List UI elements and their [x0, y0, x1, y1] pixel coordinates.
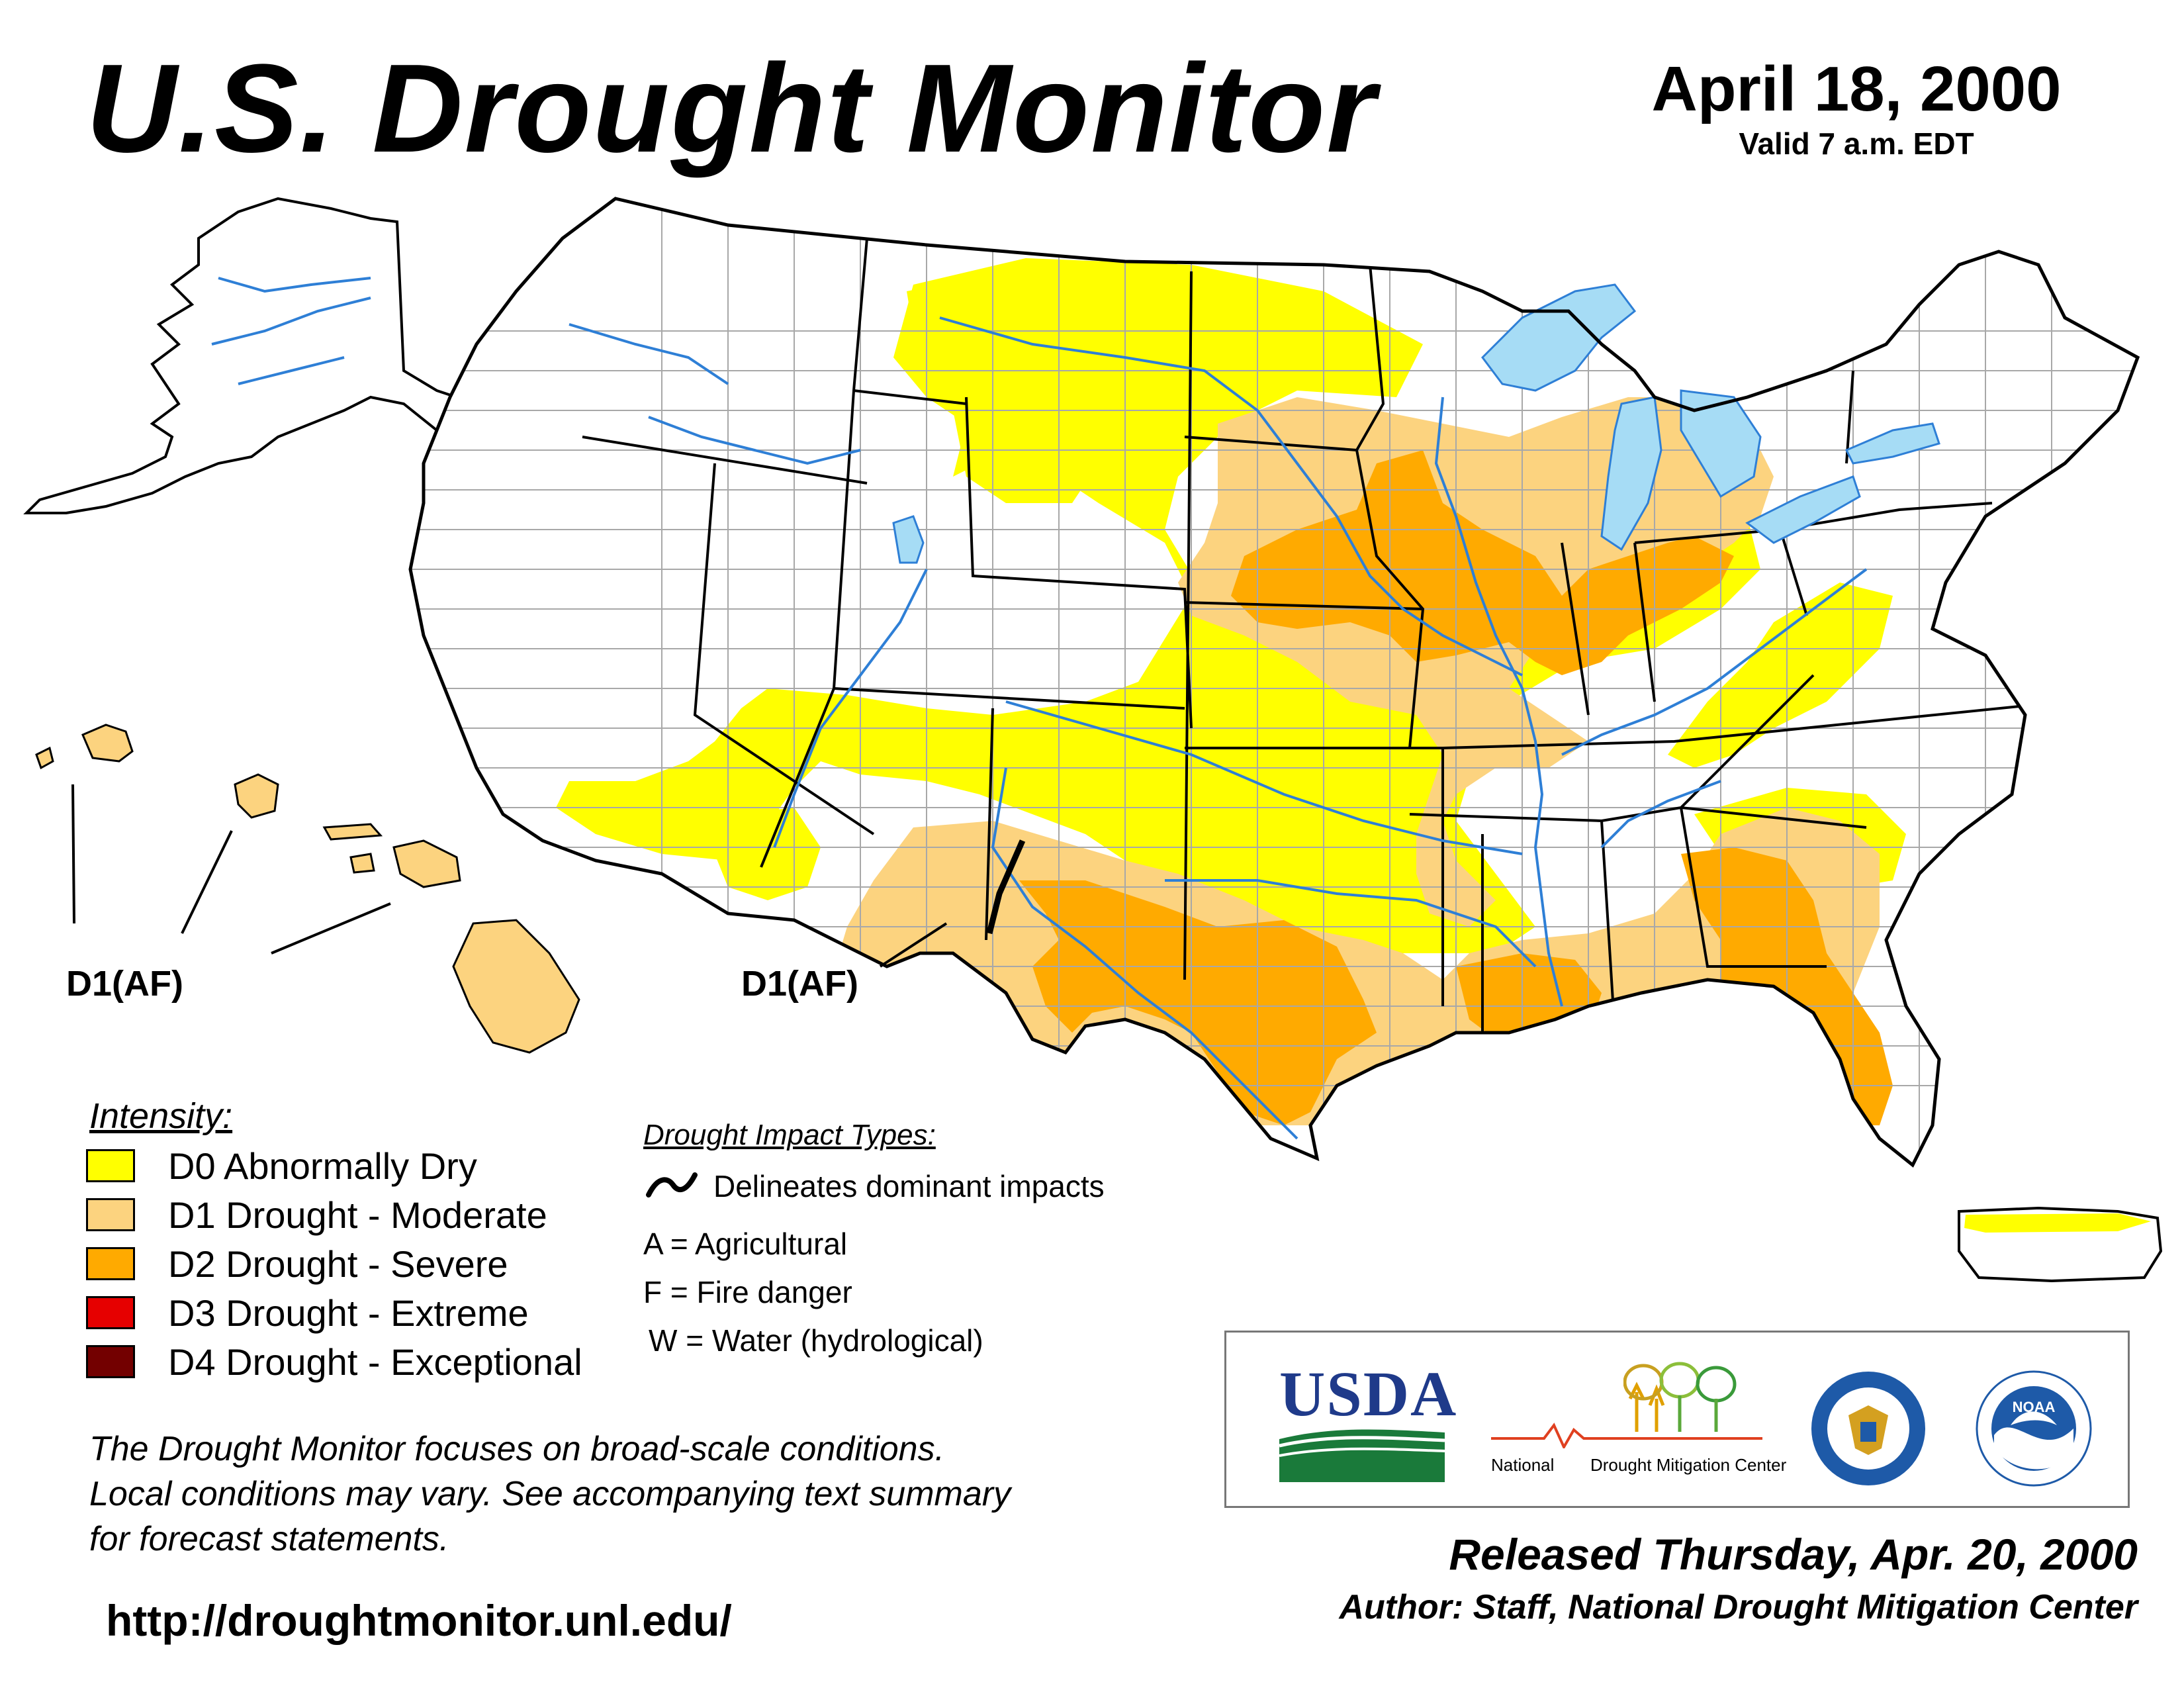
d2-texas: [1019, 880, 1377, 1125]
mississippi-river: [1434, 397, 1563, 1007]
snake-river: [648, 416, 861, 465]
release-date: Released Thursday, Apr. 20, 2000: [1449, 1530, 2138, 1579]
hawaii-niihau: [35, 746, 54, 770]
legend-title: Intensity:: [89, 1096, 233, 1136]
southwest-impact-label: D1(AF): [741, 964, 858, 1004]
legend-item-d1: D1 Drought - Moderate: [86, 1194, 547, 1236]
legend-swatch-d4: [86, 1345, 135, 1378]
legend-label: D3 Drought - Extreme: [168, 1291, 529, 1334]
hawaii-oahu: [234, 773, 279, 819]
impact-boundary-line: [986, 839, 1026, 935]
noaa-logo-icon: NOAA: [1976, 1370, 2092, 1487]
legend-swatch-d2: [86, 1247, 135, 1280]
legend-label: D4 Drought - Exceptional: [168, 1340, 582, 1383]
hawaii-pointer-2: [181, 830, 233, 934]
hawaii-lanai: [349, 853, 375, 874]
lake-michigan: [1600, 396, 1662, 551]
ohio-river: [1561, 568, 1868, 756]
disclaimer: The Drought Monitor focuses on broad-sca…: [89, 1427, 1214, 1562]
impact-types-title: Drought Impact Types:: [643, 1119, 936, 1151]
d0-wyoming: [953, 404, 1099, 503]
great-lakes: [892, 283, 1940, 564]
arkansas-river: [1005, 700, 1523, 855]
usda-logo: USDA: [1279, 1358, 1458, 1485]
puerto-rico-d0: [1964, 1213, 2151, 1233]
d0-montana: [907, 265, 1231, 391]
columbia-river: [569, 323, 729, 385]
ndmc-label-left: National: [1491, 1455, 1555, 1475]
legend-label: D0 Abnormally Dry: [168, 1145, 477, 1187]
d1-arizona: [913, 841, 1006, 953]
noaa-label: NOAA: [2013, 1399, 2056, 1415]
great-salt-lake: [892, 515, 925, 564]
disclaimer-line: for forecast statements.: [89, 1520, 449, 1558]
author: Author: Staff, National Drought Mitigati…: [1339, 1588, 2138, 1626]
impact-agricultural: A = Agricultural: [643, 1227, 848, 1261]
hawaii-kauai: [81, 724, 134, 763]
impact-fire: F = Fire danger: [643, 1275, 852, 1309]
hawaii-big-island: [452, 919, 580, 1054]
impact-line-label: Delineates dominant impacts: [713, 1169, 1105, 1203]
impact-water: W = Water (hydrological): [649, 1323, 983, 1358]
legend-label: D2 Drought - Severe: [168, 1243, 508, 1285]
legend-item-d0: D0 Abnormally Dry: [86, 1145, 477, 1187]
hawaii-maui: [392, 839, 461, 888]
ndmc-label-right: Drought Mitigation Center: [1590, 1455, 1787, 1475]
d0-appalachia: [1668, 583, 1893, 768]
disclaimer-line: Local conditions may vary. See accompany…: [89, 1475, 1011, 1513]
conus-border: [408, 197, 2140, 1168]
legend-swatch-d1: [86, 1198, 135, 1231]
website-link[interactable]: http://droughtmonitor.unl.edu/: [106, 1596, 732, 1645]
ndmc-line-icon: [1491, 1423, 1762, 1448]
hawaii-molokai: [322, 823, 383, 841]
legend-swatch-d3: [86, 1296, 135, 1329]
missouri-river: [939, 316, 1523, 677]
d0-california-south: [721, 808, 768, 847]
hawaii-map: [35, 724, 580, 1054]
legend-swatch-d0: [86, 1149, 135, 1182]
colorado-river: [773, 569, 928, 848]
lake-huron: [1680, 389, 1762, 498]
hawaii-pointer-1: [71, 784, 75, 924]
d2-iowa-illinois: [1231, 450, 1734, 675]
legend-label: D1 Drought - Moderate: [168, 1194, 547, 1236]
legend-item-d2: D2 Drought - Severe: [86, 1243, 508, 1285]
map-date: April 18, 2000: [1651, 54, 2062, 124]
conus-map: [408, 197, 2140, 1168]
southwest-pointer: [879, 922, 948, 968]
lake-erie: [1745, 475, 1861, 544]
alaska-rivers: [211, 277, 371, 385]
lake-ontario: [1844, 422, 1940, 465]
lake-superior: [1481, 283, 1637, 392]
state-lines: [582, 238, 2066, 1039]
hawaii-pointer-3: [271, 902, 391, 955]
ndmc-trees-icon: [1623, 1362, 1737, 1432]
rio-grande: [991, 767, 1298, 1140]
disclaimer-line: The Drought Monitor focuses on broad-sca…: [89, 1430, 945, 1468]
hawaii-impact-label: D1(AF): [66, 964, 183, 1004]
usda-wordmark: USDA: [1279, 1358, 1458, 1429]
valid-time: Valid 7 a.m. EDT: [1739, 126, 1974, 161]
puerto-rico-map: [1958, 1206, 2163, 1283]
partner-logos: USDA National Drought Mitigation Center: [1224, 1331, 2130, 1508]
impact-line-icon: [646, 1172, 698, 1197]
county-lines: [410, 199, 2138, 1165]
rivers: [569, 316, 1868, 1140]
red-river: [1165, 879, 1537, 968]
legend-item-d4: D4 Drought - Exceptional: [86, 1340, 582, 1383]
usda-hills-icon: [1279, 1429, 1445, 1482]
tennessee-river: [1600, 780, 1721, 849]
ndmc-logo: National Drought Mitigation Center: [1491, 1359, 1786, 1491]
legend-item-d3: D3 Drought - Extreme: [86, 1291, 529, 1334]
department-of-commerce-seal-icon: [1811, 1372, 1925, 1485]
page-title: U.S. Drought Monitor: [86, 38, 1377, 179]
